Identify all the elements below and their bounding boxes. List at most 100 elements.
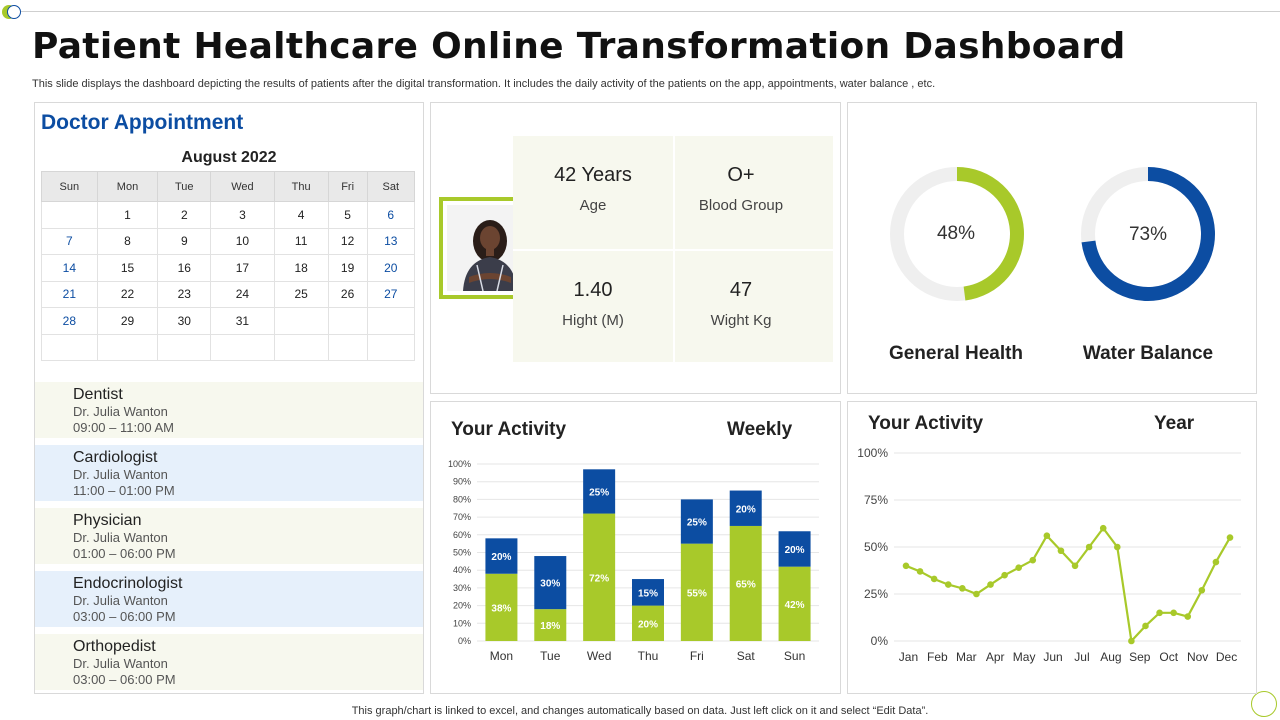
blood-group-value: O+ xyxy=(727,164,755,186)
appointment-item[interactable]: Cardiologist Dr. Julia Wanton 11:00 – 01:0… xyxy=(35,445,423,501)
calendar-day[interactable]: 28 xyxy=(41,307,98,335)
calendar-day[interactable]: 10 xyxy=(210,227,275,255)
y-tick-label: 0% xyxy=(458,636,471,646)
stat-blood-group: O+ Blood Group xyxy=(661,164,821,214)
appointment-item[interactable]: Orthopedist Dr. Julia Wanton 03:00 – 06:00… xyxy=(35,634,423,690)
calendar-month: August 2022 xyxy=(181,149,277,166)
health-gauges-panel: 48% 73% General Health Water Balance xyxy=(847,102,1257,394)
y-tick-label: 20% xyxy=(453,601,471,611)
calendar-weekday: Sat xyxy=(366,171,416,202)
calendar-day[interactable]: 24 xyxy=(210,280,275,308)
calendar-weekday: Mon xyxy=(96,171,159,202)
y-tick-label: 60% xyxy=(453,530,471,540)
bar-data-label: 30% xyxy=(540,579,560,590)
calendar-day[interactable]: 8 xyxy=(96,227,159,255)
activity-point xyxy=(1114,543,1121,551)
x-tick-label: Sun xyxy=(784,649,805,663)
appointment-time: 11:00 – 01:00 PM xyxy=(73,483,175,498)
activity-point xyxy=(959,585,966,592)
calendar-day[interactable]: 31 xyxy=(210,307,275,335)
activity-point xyxy=(1001,571,1008,579)
calendar-day[interactable]: 25 xyxy=(273,280,329,308)
calendar-week: 21 22 23 24 25 26 27 xyxy=(41,280,416,308)
activity-point xyxy=(1212,558,1220,566)
x-tick-label: Tue xyxy=(540,649,561,663)
calendar-day[interactable]: 9 xyxy=(157,227,212,255)
yearly-activity-panel: Your Activity Year 0% 25% 50% 75% 100% Jan Feb… xyxy=(847,401,1257,694)
calendar-day xyxy=(327,333,368,361)
calendar-day[interactable]: 6 xyxy=(366,201,416,229)
calendar-day[interactable]: 7 xyxy=(41,227,98,255)
bar-data-label: 42% xyxy=(785,600,805,611)
general-health-arc xyxy=(956,167,1024,301)
appointment-panel: Doctor Appointment August 2022 Sun Mon Tue… xyxy=(34,102,424,694)
general-health-gauge xyxy=(890,167,1024,301)
x-tick-label: Thu xyxy=(638,649,659,663)
calendar-day[interactable]: 21 xyxy=(41,280,98,308)
activity-point xyxy=(902,562,910,570)
bar-segment-blue xyxy=(583,469,616,514)
calendar-day[interactable]: 29 xyxy=(96,307,159,335)
calendar-day[interactable]: 1 xyxy=(96,201,159,229)
calendar-day[interactable]: 5 xyxy=(327,201,368,229)
appointment-doctor: Dr. Julia Wanton xyxy=(73,467,168,482)
calendar-weekday: Tue xyxy=(157,171,212,202)
calendar-weekday: Fri xyxy=(327,171,368,202)
appointment-time: 01:00 – 06:00 PM xyxy=(73,546,176,561)
calendar-day[interactable]: 17 xyxy=(210,254,275,282)
x-tick-label: Sat xyxy=(737,649,756,663)
calendar-day[interactable]: 30 xyxy=(157,307,212,335)
appointment-doctor: Dr. Julia Wanton xyxy=(73,530,168,545)
y-tick-label: 25% xyxy=(864,587,888,601)
calendar-day xyxy=(273,333,329,361)
y-tick-label: 80% xyxy=(453,494,471,504)
bar-segment-blue xyxy=(485,538,518,574)
appointment-doctor: Dr. Julia Wanton xyxy=(73,593,168,608)
calendar-day[interactable]: 15 xyxy=(96,254,159,282)
bar-segment-blue xyxy=(680,499,713,544)
calendar-day[interactable]: 26 xyxy=(327,280,368,308)
y-tick-label: 40% xyxy=(453,565,471,575)
calendar-day[interactable]: 13 xyxy=(366,227,416,255)
y-tick-label: 75% xyxy=(864,493,888,507)
appointment-item[interactable]: Endocrinologist Dr. Julia Wanton 03:00 – 0… xyxy=(35,571,423,627)
activity-point xyxy=(987,581,994,588)
bar-data-label: 15% xyxy=(638,588,658,599)
calendar-day[interactable]: 2 xyxy=(157,201,212,229)
x-tick-label: Mar xyxy=(956,650,977,664)
appointment-title: Doctor Appointment xyxy=(41,111,244,134)
activity-point xyxy=(1184,613,1192,620)
calendar-day[interactable]: 18 xyxy=(273,254,329,282)
footer-note: This graph/chart is linked to excel, and… xyxy=(351,705,929,717)
calendar-day[interactable]: 20 xyxy=(366,254,416,282)
x-tick-label: Oct xyxy=(1159,650,1178,664)
activity-point xyxy=(930,575,938,583)
x-tick-label: Aug xyxy=(1100,650,1121,664)
calendar-day[interactable]: 12 xyxy=(327,227,368,255)
calendar-week: 28 29 30 31 xyxy=(41,307,416,335)
weekly-activity-panel: Your Activity Weekly 0% 10% 20% 30% 40% 50% 60… xyxy=(430,401,841,694)
calendar-day[interactable]: 3 xyxy=(210,201,275,229)
calendar-day[interactable]: 14 xyxy=(41,254,98,282)
water-balance-arc xyxy=(1081,167,1215,301)
calendar-day[interactable]: 11 xyxy=(273,227,329,255)
appointment-item[interactable]: Physician Dr. Julia Wanton 01:00 – 06:00 P… xyxy=(35,508,423,564)
calendar-day[interactable]: 4 xyxy=(273,201,329,229)
calendar-day[interactable]: 22 xyxy=(96,280,159,308)
calendar-day[interactable]: 19 xyxy=(327,254,368,282)
bar-segment-green xyxy=(534,609,567,641)
x-tick-label: Apr xyxy=(986,650,1005,664)
calendar-weekday: Sun xyxy=(41,171,98,202)
calendar-day[interactable]: 16 xyxy=(157,254,212,282)
bar-data-label: 20% xyxy=(638,619,658,630)
activity-point xyxy=(1015,564,1022,571)
appointment-time: 09:00 – 11:00 AM xyxy=(73,420,174,435)
calendar-day[interactable]: 23 xyxy=(157,280,212,308)
calendar-day[interactable]: 27 xyxy=(366,280,416,308)
bar-data-label: 20% xyxy=(736,504,756,515)
x-tick-label: Nov xyxy=(1187,650,1208,664)
y-tick-label: 30% xyxy=(453,583,471,593)
activity-point xyxy=(1057,547,1065,555)
y-tick-label: 100% xyxy=(857,446,888,460)
appointment-item[interactable]: Dentist Dr. Julia Wanton 09:00 – 11:00 AM xyxy=(35,382,423,438)
